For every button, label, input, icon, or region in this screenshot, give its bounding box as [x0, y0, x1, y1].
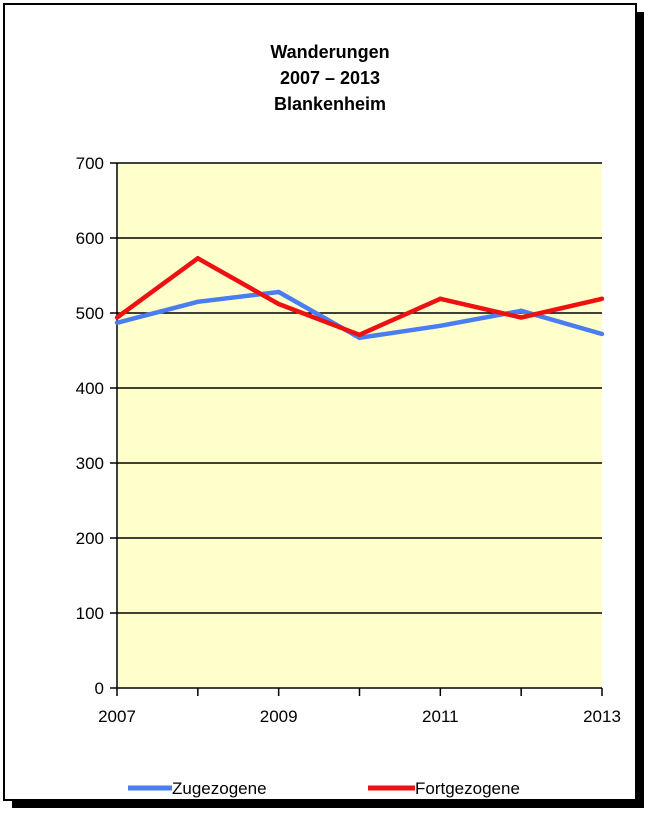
y-tick-label: 0: [95, 679, 104, 698]
data-point-zugezogene-2009: [276, 289, 281, 295]
x-tick-label: 2011: [422, 707, 459, 726]
data-point-fortgezogene-2011: [438, 296, 443, 301]
series-lines: [114, 256, 605, 341]
y-tick-label: 700: [76, 154, 104, 173]
x-tick-label: 2009: [260, 707, 298, 726]
y-tick-label: 100: [76, 604, 104, 623]
data-point-zugezogene-2011: [438, 323, 443, 328]
data-point-fortgezogene-2008: [195, 256, 201, 261]
chart-title-line-3: Blankenheim: [274, 94, 386, 114]
y-tick-label: 600: [76, 229, 104, 248]
data-point-zugezogene-2012: [518, 308, 524, 313]
y-tick-label: 300: [76, 454, 104, 473]
gridlines: [117, 162, 602, 614]
data-point-fortgezogene-2009: [276, 301, 281, 307]
legend: Zugezogene Fortgezogene: [128, 779, 520, 798]
data-point-fortgezogene-2013: [599, 296, 605, 301]
legend-label-fortgezogene: Fortgezogene: [415, 779, 520, 798]
x-axis: 2007 2009 2011 2013: [98, 687, 621, 726]
data-point-zugezogene-2007: [114, 320, 120, 325]
data-point-zugezogene-2008: [195, 299, 201, 304]
plot-area: [117, 163, 602, 688]
data-point-fortgezogene-2012: [518, 315, 524, 320]
data-point-fortgezogene-2007: [114, 315, 120, 320]
data-point-zugezogene-2013: [599, 331, 605, 337]
y-tick-label: 500: [76, 304, 104, 323]
chart-title-line-1: Wanderungen: [270, 42, 389, 62]
y-axis: 0 100 200 300 400 500 600 700: [76, 154, 118, 698]
y-tick-label: 400: [76, 379, 104, 398]
x-tick-label: 2013: [583, 707, 621, 726]
legend-label-zugezogene: Zugezogene: [172, 779, 267, 798]
data-point-fortgezogene-2010: [357, 332, 362, 337]
y-tick-label: 200: [76, 529, 104, 548]
chart-title-line-2: 2007 – 2013: [280, 68, 380, 88]
x-tick-label: 2007: [98, 707, 136, 726]
